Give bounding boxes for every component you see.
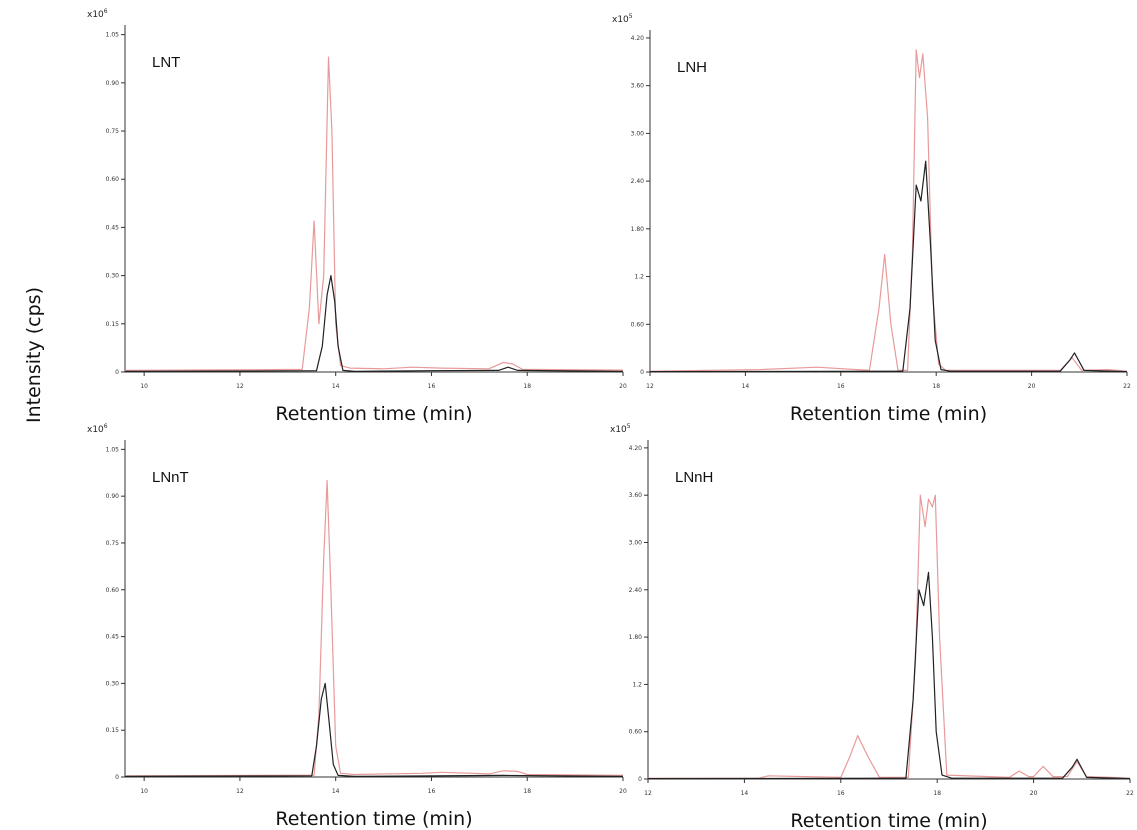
y-tick-label: 3.00 <box>629 539 643 546</box>
chart-panel-lnh: 0 0.60 1.2 1.80 2.40 3.00 3.60 4.20 12 14 16 18 20 22… <box>612 13 1131 425</box>
x-tick-label: 20 <box>619 383 627 390</box>
x-axis-label: Retention time (min) <box>790 810 987 830</box>
y-multiplier-label: x106 <box>87 8 108 20</box>
x-tick-label: 18 <box>523 788 531 795</box>
x-tick-label: 14 <box>332 788 340 795</box>
x-axis-label: Retention time (min) <box>275 808 472 830</box>
x-tick-label: 20 <box>1030 790 1038 797</box>
y-tick-label: 0.60 <box>106 176 120 183</box>
panel-title: LNT <box>152 54 180 71</box>
y-tick-label: 0.90 <box>106 80 120 87</box>
y-tick-label: 3.00 <box>631 130 645 137</box>
series-line-black <box>649 160 1128 373</box>
chart-panel-lnt: 0 0.15 0.30 0.45 0.60 0.75 0.90 1.05 10 12 14 16 18 2… <box>87 8 627 425</box>
y-tick-label: 3.60 <box>631 83 645 90</box>
y-tick-label: 0.60 <box>629 729 643 736</box>
y-multiplier-label: x105 <box>612 13 633 25</box>
series-line-red <box>649 49 1128 372</box>
y-tick-label: 1.2 <box>634 274 644 281</box>
x-tick-label: 12 <box>644 790 652 797</box>
x-tick-label: 18 <box>933 790 941 797</box>
y-tick-label: 1.80 <box>629 634 643 641</box>
y-tick-label: 2.40 <box>631 178 645 185</box>
y-tick-label: 1.05 <box>106 446 120 453</box>
y-tick-label: 0.75 <box>106 540 120 547</box>
panel-title: LNnH <box>675 469 713 486</box>
y-tick-label: 0.15 <box>106 321 120 328</box>
x-axis-label: Retention time (min) <box>790 403 987 425</box>
series-line-red <box>648 494 1131 779</box>
series-line-black <box>124 682 624 778</box>
y-tick-label: 0 <box>115 369 119 376</box>
x-tick-label: 16 <box>428 383 436 390</box>
x-tick-label: 16 <box>837 790 845 797</box>
y-tick-label: 4.20 <box>629 445 643 452</box>
x-tick-label: 22 <box>1123 383 1131 390</box>
y-multiplier-label: x106 <box>87 423 108 435</box>
y-tick-label: 0.90 <box>106 493 120 500</box>
chart-panel-lnnt: 0 0.15 0.30 0.45 0.60 0.75 0.90 1.05 10 12 14 16 18 2… <box>87 423 627 830</box>
y-multiplier-label: x105 <box>610 423 631 435</box>
y-tick-label: 0 <box>638 776 642 783</box>
y-tick-label: 0.30 <box>106 273 120 280</box>
chart-panel-lnnh: 0 0.60 1.2 1.80 2.40 3.00 3.60 4.20 12 14 16 18 20 22… <box>610 423 1134 830</box>
x-tick-label: 20 <box>619 788 627 795</box>
x-tick-label: 18 <box>932 383 940 390</box>
y-tick-label: 0.30 <box>106 680 120 687</box>
y-tick-label: 3.60 <box>629 492 643 499</box>
y-tick-label: 1.05 <box>106 32 120 39</box>
y-tick-label: 0 <box>115 774 119 781</box>
y-tick-label: 0 <box>640 369 644 376</box>
y-tick-label: 0.75 <box>106 128 120 135</box>
x-tick-label: 20 <box>1028 383 1036 390</box>
panel-title: LNH <box>677 59 707 76</box>
x-tick-label: 22 <box>1126 790 1134 797</box>
x-tick-label: 14 <box>332 383 340 390</box>
y-tick-label: 0.45 <box>106 224 120 231</box>
series-line-red <box>124 480 624 777</box>
x-tick-label: 10 <box>140 383 148 390</box>
x-tick-label: 16 <box>428 788 436 795</box>
x-tick-label: 14 <box>741 790 749 797</box>
y-tick-label: 1.2 <box>632 681 642 688</box>
y-tick-label: 1.80 <box>631 226 645 233</box>
x-tick-label: 12 <box>646 383 654 390</box>
series-line-red <box>124 56 624 371</box>
x-tick-label: 12 <box>236 788 244 795</box>
x-tick-label: 10 <box>140 788 148 795</box>
x-tick-label: 14 <box>742 383 750 390</box>
x-tick-label: 16 <box>837 383 845 390</box>
shared-y-axis-label: Intensity (cps) <box>23 287 45 423</box>
panel-title: LNnT <box>152 469 189 486</box>
series-line-black <box>647 571 1131 780</box>
y-tick-label: 0.15 <box>106 727 120 734</box>
x-tick-label: 18 <box>523 383 531 390</box>
x-tick-label: 12 <box>236 383 244 390</box>
x-axis-label: Retention time (min) <box>275 403 472 425</box>
y-tick-label: 0.60 <box>631 321 645 328</box>
y-tick-label: 0.45 <box>106 634 120 641</box>
y-tick-label: 0.60 <box>106 587 120 594</box>
series-line-black <box>124 275 624 372</box>
y-tick-label: 4.20 <box>631 35 645 42</box>
y-tick-label: 2.40 <box>629 587 643 594</box>
